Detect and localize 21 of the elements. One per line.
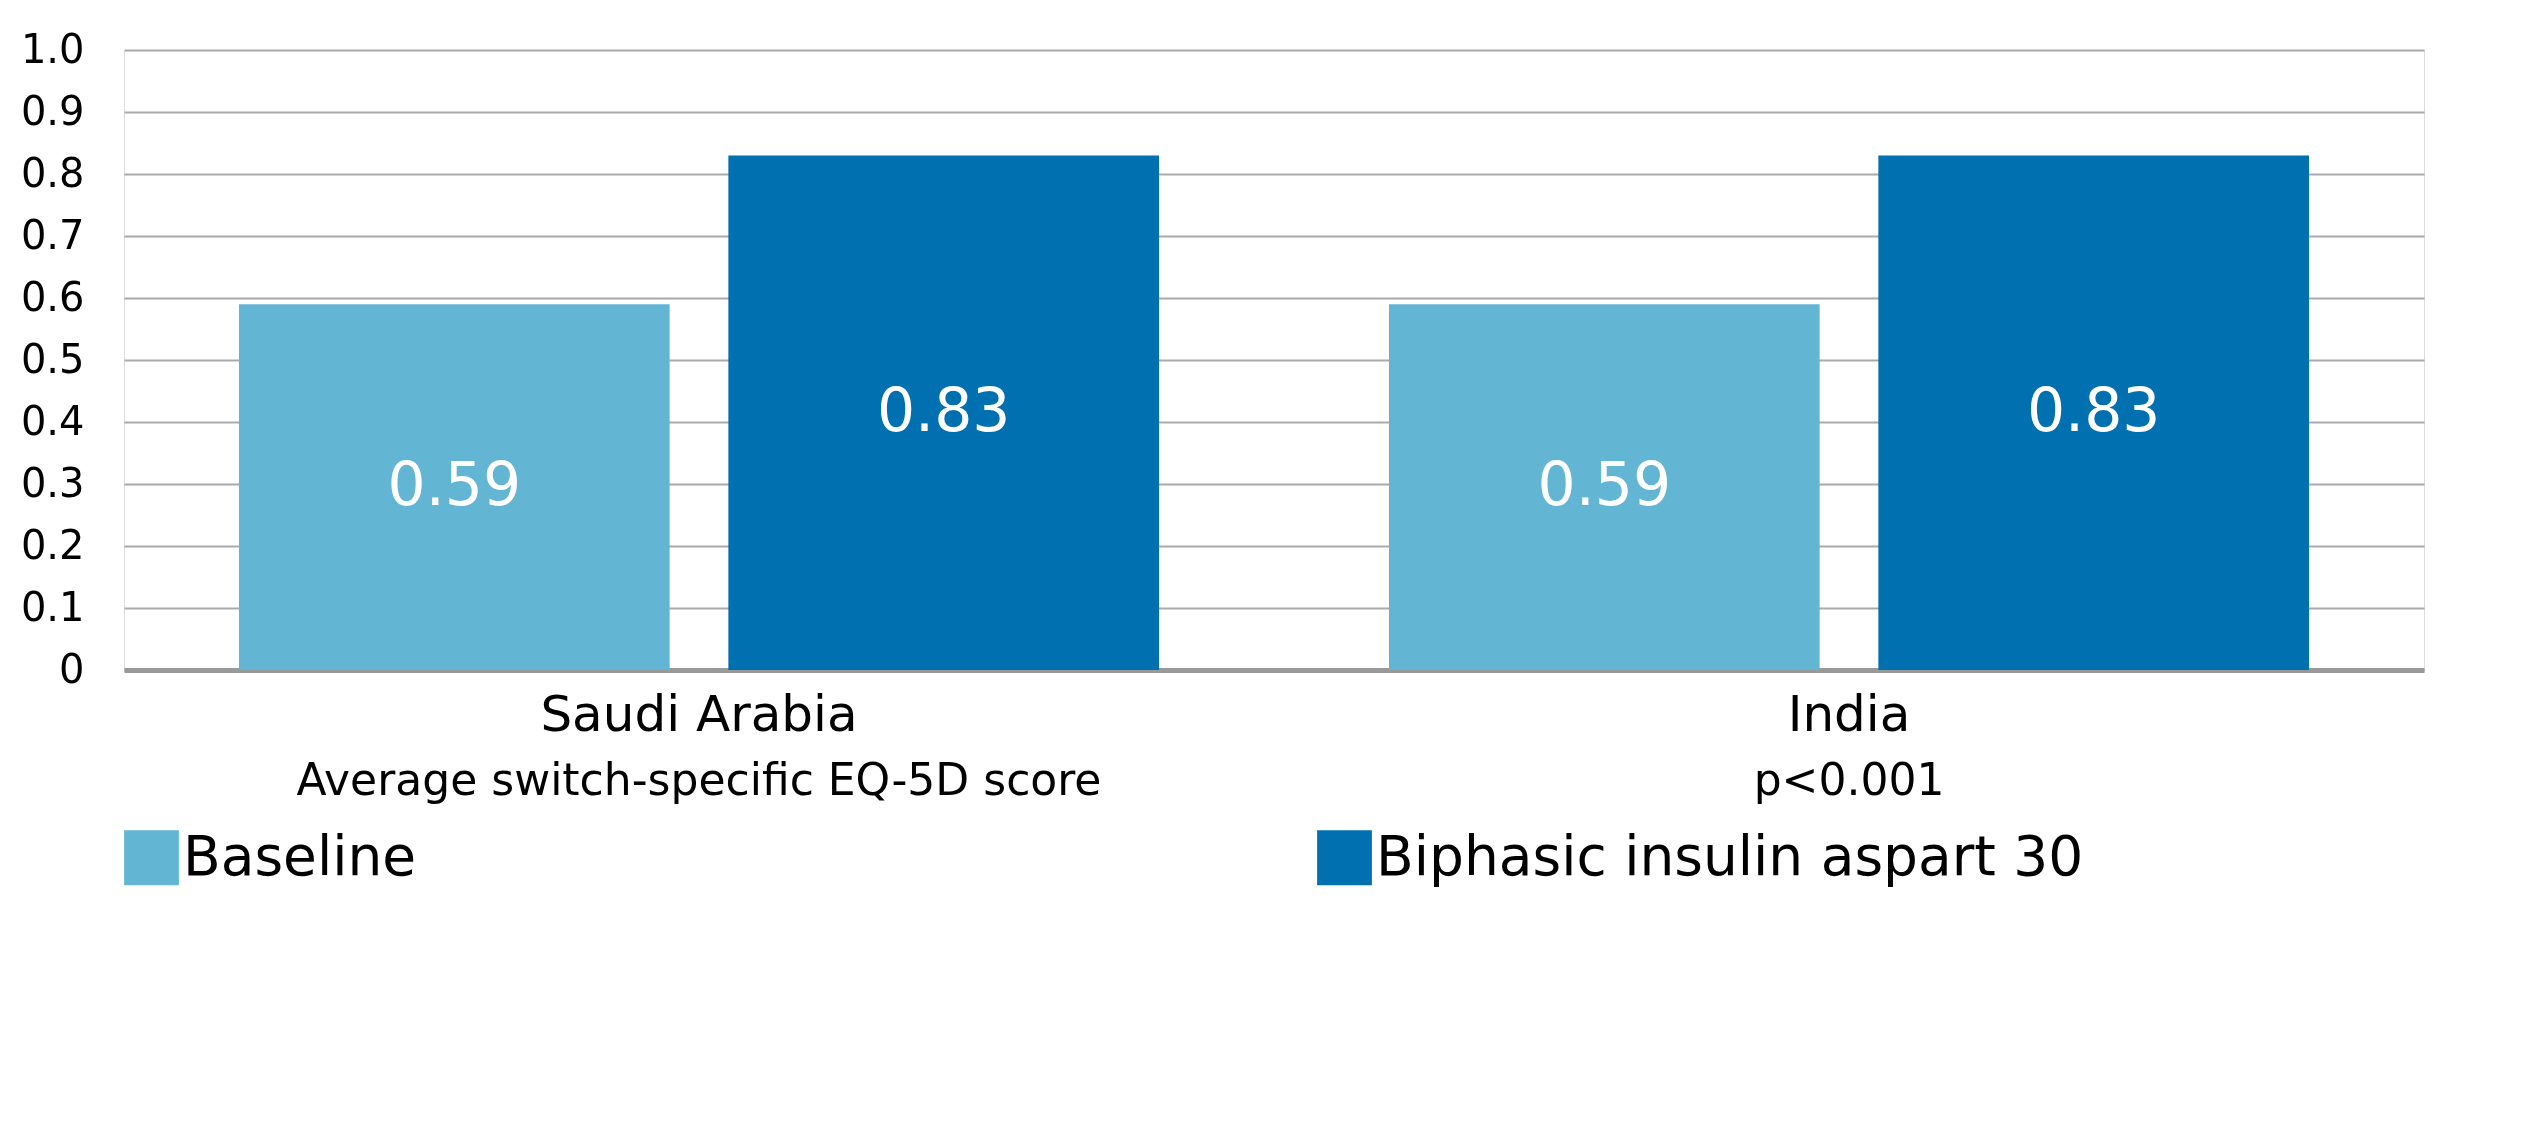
x-tick-label: Saudi Arabia (540, 684, 858, 743)
y-tick-label: 0.8 (20, 149, 85, 196)
data-label: 0.59 (1537, 449, 1672, 520)
x-tick-label: India (1787, 684, 1911, 743)
y-tick-label: 0.6 (20, 273, 85, 320)
text: Average switch-specific EQ-5D score (296, 754, 1102, 805)
y-tick-label: 0.9 (20, 87, 85, 134)
legend-label: Baseline (183, 823, 417, 888)
y-tick-label: 0.5 (20, 335, 85, 382)
y-tick-label: 0.2 (20, 521, 85, 568)
data-label: 0.83 (2026, 374, 2161, 445)
y-tick-label: 0 (59, 645, 85, 692)
data-label: 0.83 (876, 374, 1011, 445)
y-tick-label: 0.4 (20, 397, 85, 444)
y-tick-label: 0.7 (20, 211, 85, 258)
y-tick-label: 0.3 (20, 459, 85, 506)
data-label: 0.59 (387, 449, 522, 520)
y-tick-label: 0.1 (20, 583, 85, 630)
text: p<0.001 (1753, 754, 1945, 805)
y-tick-label: 1.0 (20, 25, 85, 72)
legend-label: Biphasic insulin aspart 30 (1376, 823, 2084, 888)
